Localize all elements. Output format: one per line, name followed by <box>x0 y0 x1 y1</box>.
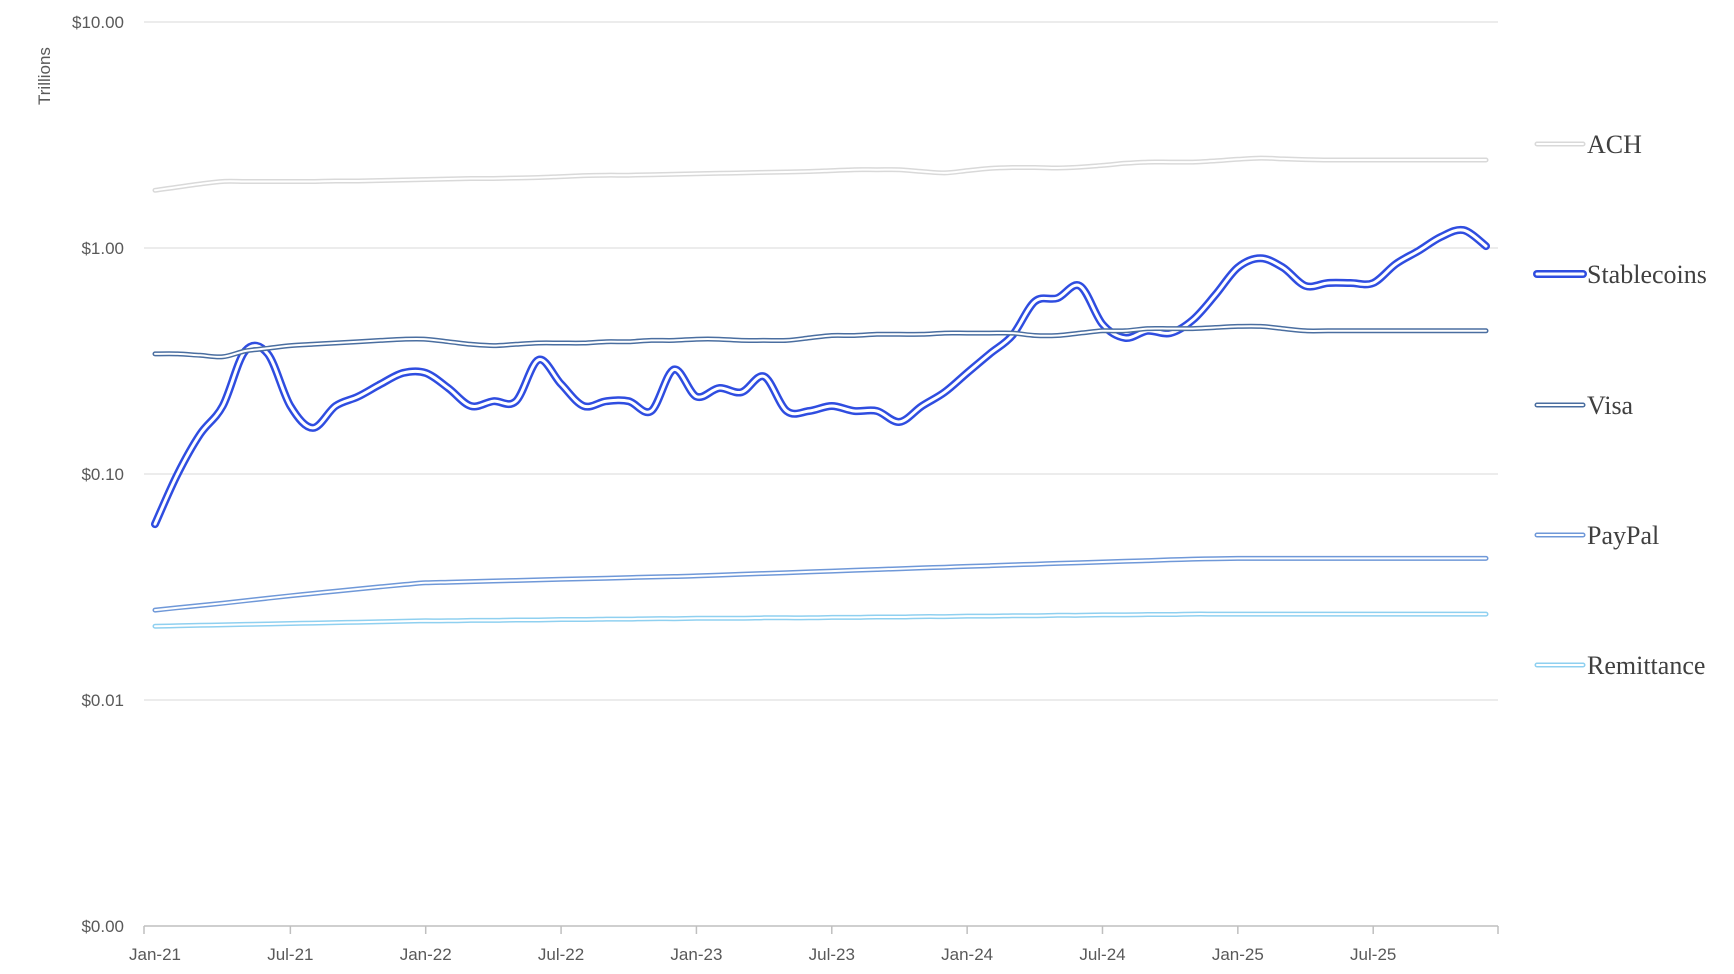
axes: $10.00 $1.00 $0.10 $0.01 $0.00 Jan-21 Jul-21 Ja… <box>72 13 1499 964</box>
x-tick-label: Jul-21 <box>267 945 313 964</box>
series-lines <box>151 155 1490 629</box>
y-axis-label: Trillions <box>35 47 54 105</box>
series-line-remittance <box>152 611 1489 629</box>
series-stablecoins <box>151 225 1490 529</box>
legend-item-remittance: Remittance <box>1534 651 1705 680</box>
x-tick-label: Jan-24 <box>941 945 993 964</box>
y-tick-label: $10.00 <box>72 13 124 32</box>
x-tick-label: Jan-23 <box>670 945 722 964</box>
series-line-paypal <box>152 555 1489 613</box>
series-line-stablecoins <box>151 225 1490 529</box>
series-ach <box>152 155 1489 193</box>
x-tick-label: Jul-24 <box>1079 945 1125 964</box>
legend-label: Visa <box>1587 391 1634 420</box>
series-paypal <box>152 555 1489 613</box>
series-line-core-visa <box>154 325 1487 358</box>
series-visa <box>152 323 1489 360</box>
legend-label: Stablecoins <box>1587 260 1707 289</box>
series-line-core-remittance <box>154 613 1487 628</box>
x-tick-label: Jan-25 <box>1212 945 1264 964</box>
series-line-ach <box>152 155 1489 193</box>
gridlines <box>144 21 1498 701</box>
x-tick-label: Jan-21 <box>129 945 181 964</box>
series-line-core-stablecoins <box>153 228 1488 526</box>
legend-label: PayPal <box>1587 521 1659 550</box>
legend-item-visa: Visa <box>1534 391 1634 420</box>
x-tick-label: Jul-22 <box>538 945 584 964</box>
series-remittance <box>152 611 1489 629</box>
legend-label: ACH <box>1587 130 1642 159</box>
legend-label: Remittance <box>1587 651 1705 680</box>
y-tick-label: $1.00 <box>81 239 124 258</box>
legend-item-paypal: PayPal <box>1534 521 1659 550</box>
x-tick-label: Jul-23 <box>809 945 855 964</box>
y-tick-label: $0.01 <box>81 691 124 710</box>
x-tick-label: Jan-22 <box>400 945 452 964</box>
series-line-core-paypal <box>154 557 1487 612</box>
x-tick-label: Jul-25 <box>1350 945 1396 964</box>
legend-item-ach: ACH <box>1534 130 1642 159</box>
series-line-core-ach <box>154 157 1487 192</box>
y-tick-label: $0.10 <box>81 465 124 484</box>
legend: ACH Stablecoins Visa PayPal Remittance <box>1533 130 1707 680</box>
y-tick-label: $0.00 <box>81 917 124 936</box>
legend-item-stablecoins: Stablecoins <box>1533 260 1707 289</box>
